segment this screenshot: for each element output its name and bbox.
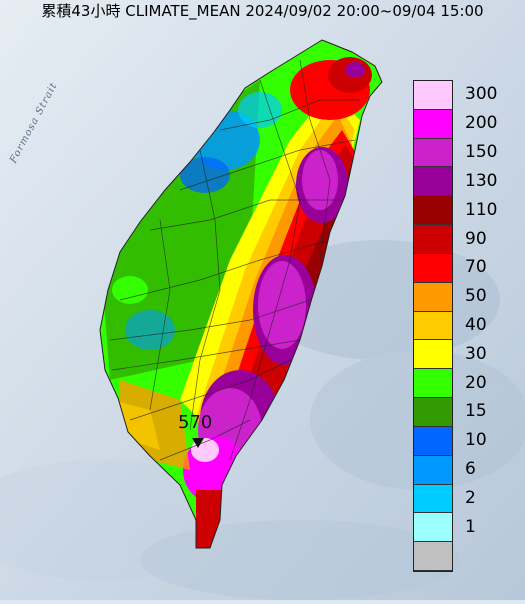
legend-swatch: [414, 225, 452, 254]
legend-label: 1: [465, 516, 476, 537]
legend-label: 2: [465, 487, 476, 508]
legend-label: 70: [465, 257, 487, 278]
legend-swatch: [414, 81, 452, 110]
legend-label: 110: [465, 199, 498, 220]
legend-swatch: [414, 138, 452, 168]
legend-label: 40: [465, 315, 487, 335]
legend-label: 6: [465, 459, 476, 480]
legend-swatch: [414, 253, 452, 283]
legend-swatch: [414, 484, 452, 514]
admin-boundaries: [109, 59, 360, 461]
legend-swatch: [414, 167, 452, 197]
legend-swatch: [414, 513, 452, 543]
legend-label: 30: [465, 343, 487, 364]
legend-label: 10: [465, 430, 487, 451]
legend-swatch: [414, 196, 452, 226]
legend-label: 50: [465, 286, 487, 307]
island-outline: [99, 39, 383, 549]
legend-label: 200: [465, 113, 498, 134]
legend-swatch: [414, 398, 452, 427]
legend-swatch: [414, 542, 452, 571]
legend-label: 90: [465, 228, 487, 249]
legend-label: 300: [465, 84, 498, 105]
legend-swatch: [414, 311, 452, 341]
legend-label: 150: [465, 142, 498, 163]
legend-swatch: [414, 369, 452, 399]
legend-swatch: [414, 426, 452, 456]
legend-swatch: [414, 282, 452, 312]
legend-label: 20: [465, 372, 487, 393]
legend-swatch: [414, 455, 452, 485]
legend-swatch: [414, 109, 452, 139]
color-legend: [413, 80, 453, 572]
legend-swatch: [414, 340, 452, 370]
map-title: 累積43小時 CLIMATE_MEAN 2024/09/02 20:00~09/…: [41, 2, 484, 20]
max-value-label: 570: [178, 412, 213, 433]
max-point-marker: [192, 438, 204, 448]
legend-label: 130: [465, 170, 498, 191]
legend-label: 15: [465, 401, 487, 422]
